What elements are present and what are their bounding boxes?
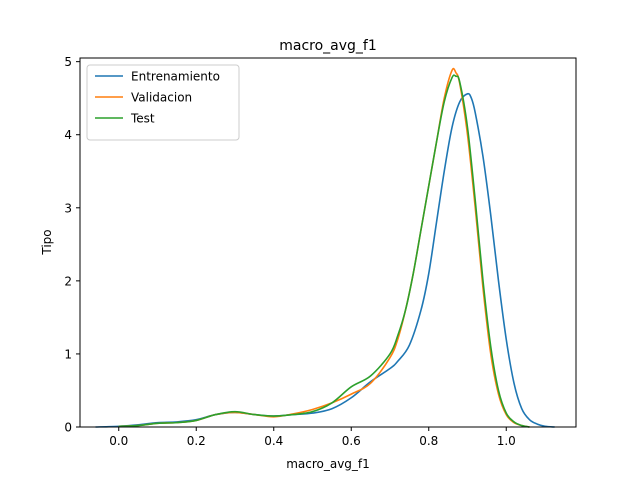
series-line-entrenamiento	[95, 92, 555, 428]
x-axis-label: macro_avg_f1	[286, 457, 370, 471]
legend: Entrenamiento Validacion Test	[86, 64, 240, 141]
y-tick-label: 1	[64, 347, 72, 361]
chart-title: macro_avg_f1	[279, 38, 377, 54]
x-tick-label: 0.6	[342, 434, 361, 448]
legend-label: Validacion	[131, 91, 192, 105]
y-axis-label: Tipo	[40, 229, 54, 255]
x-tick-label: 0.8	[419, 434, 438, 448]
y-axis: 0 1 2 3 4 5	[64, 55, 80, 435]
series-line-test	[118, 74, 530, 428]
plot-frame	[79, 57, 577, 428]
x-tick-label: 0.2	[187, 434, 206, 448]
legend-label: Entrenamiento	[131, 70, 220, 84]
x-tick-label: 0.0	[109, 434, 128, 448]
plot-lines	[95, 67, 555, 428]
legend-frame	[86, 64, 240, 141]
y-tick-label: 2	[64, 274, 72, 288]
x-tick-label: 1.0	[497, 434, 516, 448]
y-tick-label: 4	[64, 128, 72, 142]
x-axis: 0.0 0.2 0.4 0.6 0.8 1.0	[109, 427, 516, 448]
y-tick-label: 5	[64, 55, 72, 69]
y-tick-label: 0	[64, 421, 72, 435]
x-tick-label: 0.4	[264, 434, 283, 448]
y-tick-label: 3	[64, 201, 72, 215]
legend-label: Test	[130, 112, 155, 126]
